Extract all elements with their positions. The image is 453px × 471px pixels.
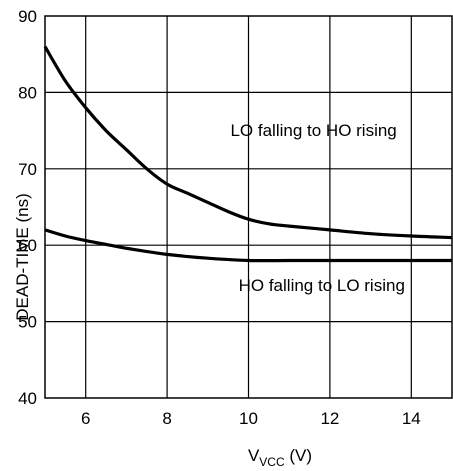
y-axis-label: DEAD-TIME (ns) xyxy=(13,193,32,321)
x-tick-label: 6 xyxy=(81,409,90,428)
x-tick-label: 14 xyxy=(402,409,421,428)
x-axis-label-main: V xyxy=(248,446,260,465)
y-tick-label: 50 xyxy=(18,313,37,332)
y-tick-label: 80 xyxy=(18,83,37,102)
series-line-2 xyxy=(44,228,452,263)
series-line-1 xyxy=(43,45,453,240)
y-tick-label: 90 xyxy=(18,7,37,26)
series-layer xyxy=(43,45,453,263)
grid-layer xyxy=(45,16,452,398)
series-annotation-2: HO falling to LO rising xyxy=(239,276,405,295)
x-tick-label: 10 xyxy=(239,409,258,428)
y-tick-label: 70 xyxy=(18,160,37,179)
annotation-layer: LO falling to HO rising HO falling to LO … xyxy=(230,121,404,295)
x-tick-label: 8 xyxy=(162,409,171,428)
series-annotation-1: LO falling to HO rising xyxy=(230,121,396,140)
tick-label-layer: 40 50 60 70 80 90 6 8 10 12 14 xyxy=(18,7,421,428)
x-tick-label: 12 xyxy=(320,409,339,428)
x-axis-label-unit: (V) xyxy=(285,446,312,465)
y-tick-label: 60 xyxy=(18,236,37,255)
plot-frame xyxy=(44,15,453,399)
x-axis-label-sub: VCC xyxy=(259,455,285,469)
y-tick-label: 40 xyxy=(18,389,37,408)
x-axis-label: VVCC (V) xyxy=(248,446,312,469)
